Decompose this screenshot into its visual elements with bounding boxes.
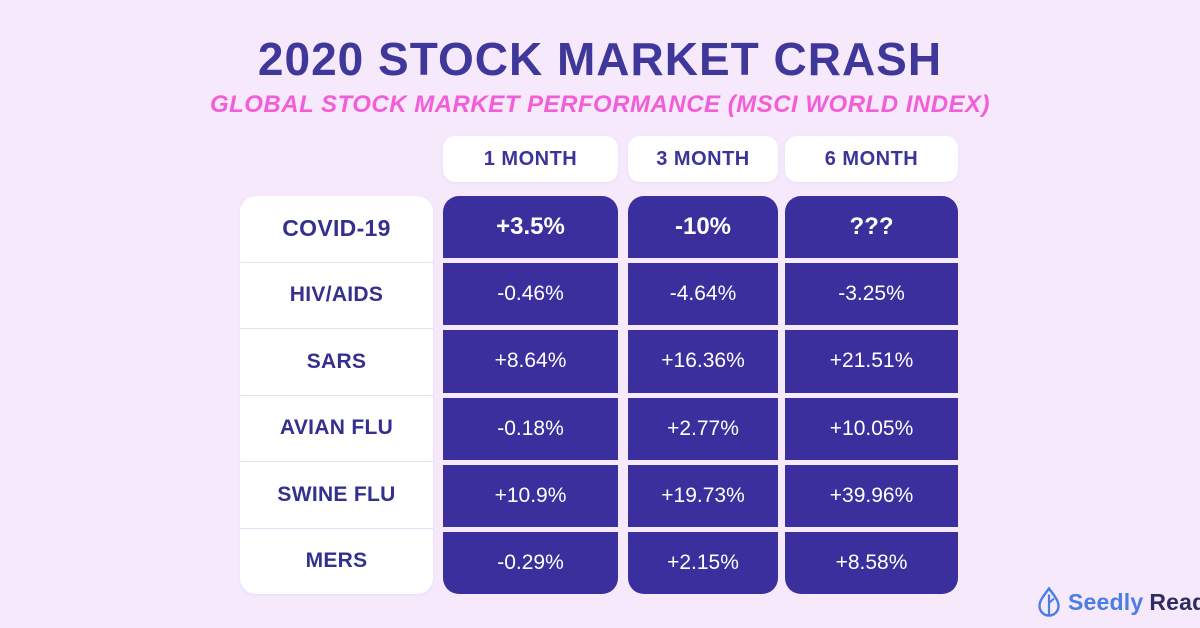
data-value: +19.73% <box>661 483 745 507</box>
data-cell-avian-3m: +2.77% <box>628 392 778 460</box>
data-value: -3.25% <box>838 282 905 306</box>
data-value: +10.9% <box>494 483 567 507</box>
data-cell-sars-1m: +8.64% <box>443 325 618 392</box>
column-header-label: 3 MONTH <box>656 147 750 170</box>
data-value: -10% <box>674 213 732 241</box>
data-value: ??? <box>849 213 894 241</box>
row-label-swine-flu: SWINE FLU <box>240 461 433 528</box>
data-cell-swine-3m: +19.73% <box>628 459 778 527</box>
data-value: -4.64% <box>669 282 737 306</box>
data-cell-avian-6m: +10.05% <box>785 392 958 460</box>
row-label-hiv-aids: HIV/AIDS <box>240 261 433 329</box>
data-cell-sars-6m: +21.51% <box>785 325 958 392</box>
data-value: +10.05% <box>829 416 914 440</box>
logo-brand-text: Seedly <box>1068 588 1144 615</box>
data-value: +2.15% <box>667 550 739 574</box>
seedly-leaf-icon <box>1038 586 1060 617</box>
data-cell-swine-1m: +10.9% <box>443 459 618 527</box>
data-cell-covid-3m: -10% <box>628 196 778 258</box>
row-label-text: HIV/AIDS <box>289 283 384 307</box>
row-label-sars: SARS <box>240 328 433 395</box>
data-value: +8.64% <box>494 349 567 373</box>
data-value: +3.5% <box>496 213 565 241</box>
data-value: -0.18% <box>497 416 564 440</box>
column-header-label: 1 MONTH <box>483 147 578 170</box>
column-header-1-month: 1 MONTH <box>443 136 618 182</box>
data-cell-covid-6m: ??? <box>785 196 958 258</box>
data-column-3-month: -10% -4.64% +16.36% +2.77% +19.73% +2.15… <box>628 196 778 594</box>
column-header-label: 6 MONTH <box>824 147 919 170</box>
page-title: 2020 STOCK MARKET CRASH <box>257 33 943 85</box>
data-cell-mers-3m: +2.15% <box>628 526 778 594</box>
data-cell-hiv-1m: -0.46% <box>443 258 618 325</box>
row-label-column: COVID-19 HIV/AIDS SARS AVIAN FLU SWINE F… <box>240 196 433 594</box>
row-label-avian-flu: AVIAN FLU <box>240 394 433 462</box>
row-label-text: AVIAN FLU <box>279 416 394 440</box>
row-label-text: COVID-19 <box>282 215 391 242</box>
data-cell-mers-6m: +8.58% <box>785 526 958 594</box>
data-column-6-month: ??? -3.25% +21.51% +10.05% +39.96% +8.58… <box>785 196 958 594</box>
seedly-reads-logo: Seedly Reads <box>1036 584 1200 620</box>
data-cell-swine-6m: +39.96% <box>785 459 958 527</box>
data-value: +2.77% <box>667 416 739 440</box>
data-value: +21.51% <box>829 349 914 373</box>
page-subtitle: GLOBAL STOCK MARKET PERFORMANCE (MSCI WO… <box>209 91 991 118</box>
data-cell-covid-1m: +3.5% <box>443 196 618 258</box>
data-value: -0.29% <box>497 550 564 574</box>
data-column-1-month: +3.5% -0.46% +8.64% -0.18% +10.9% -0.29% <box>443 196 618 594</box>
data-cell-avian-1m: -0.18% <box>443 392 618 460</box>
column-header-3-month: 3 MONTH <box>628 136 778 182</box>
data-value: -0.46% <box>497 282 564 306</box>
data-cell-hiv-6m: -3.25% <box>785 258 958 325</box>
row-label-text: SARS <box>306 349 367 373</box>
row-label-text: MERS <box>305 549 368 573</box>
row-label-text: SWINE FLU <box>277 482 396 506</box>
logo-suffix-text: Reads <box>1149 588 1200 615</box>
data-value: +39.96% <box>829 483 914 507</box>
data-value: +8.58% <box>835 550 908 574</box>
data-value: +16.36% <box>661 349 745 373</box>
column-header-6-month: 6 MONTH <box>785 136 958 182</box>
row-label-covid-19: COVID-19 <box>240 196 433 262</box>
data-cell-sars-3m: +16.36% <box>628 325 778 392</box>
row-label-mers: MERS <box>240 527 433 595</box>
data-cell-hiv-3m: -4.64% <box>628 258 778 325</box>
data-cell-mers-1m: -0.29% <box>443 526 618 594</box>
